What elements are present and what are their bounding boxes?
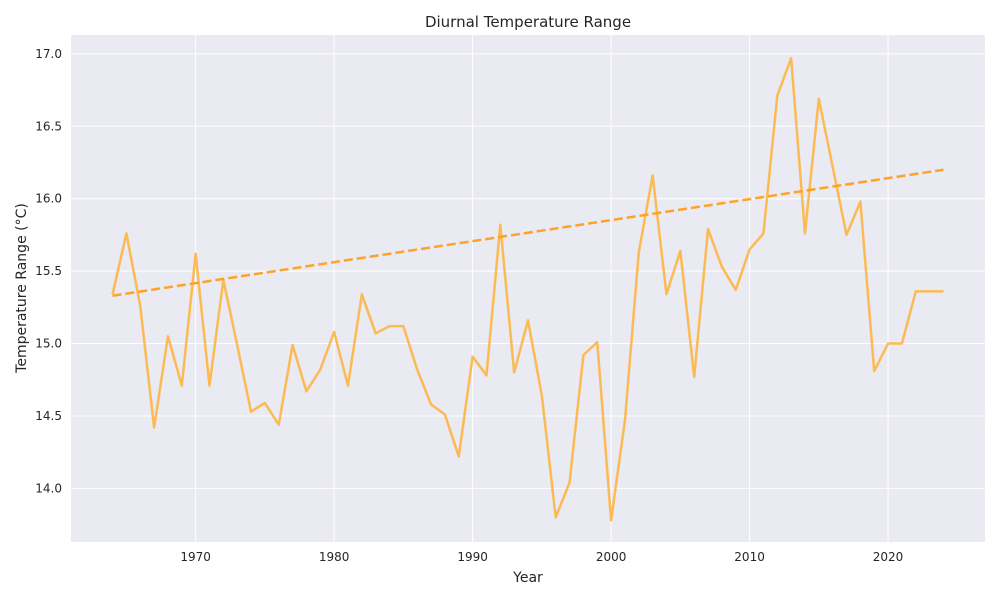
series-line xyxy=(111,56,944,522)
x-tick-label: 1990 xyxy=(457,550,488,564)
x-tick-label: 2010 xyxy=(734,550,765,564)
x-tick-label: 2000 xyxy=(596,550,627,564)
x-tick-label: 1970 xyxy=(180,550,211,564)
y-tick-label: 15.0 xyxy=(35,337,62,351)
y-tick-label: 14.0 xyxy=(35,481,62,495)
trend-line xyxy=(112,168,944,297)
x-axis-label: Year xyxy=(512,570,543,586)
y-tick-label: 16.5 xyxy=(35,119,62,133)
x-tick-label: 1980 xyxy=(319,550,350,564)
x-tick-label: 2020 xyxy=(873,550,904,564)
y-tick-label: 17.0 xyxy=(35,47,62,61)
y-tick-label: 15.5 xyxy=(35,264,62,278)
ticks: 1970 1980 1990 2000 2010 2020 14.0 14.5 15.0 15.5… xyxy=(35,47,903,564)
y-tick-label: 16.0 xyxy=(35,192,62,206)
series-layer xyxy=(111,56,944,522)
chart-title: Diurnal Temperature Range xyxy=(425,13,631,31)
grid xyxy=(71,35,985,542)
y-tick-label: 14.5 xyxy=(35,409,62,423)
y-axis-label: Temperature Range (°C) xyxy=(14,203,30,374)
plot-area xyxy=(71,35,985,542)
